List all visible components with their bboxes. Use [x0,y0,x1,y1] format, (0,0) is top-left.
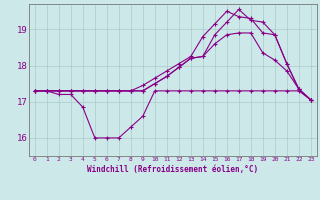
X-axis label: Windchill (Refroidissement éolien,°C): Windchill (Refroidissement éolien,°C) [87,165,258,174]
